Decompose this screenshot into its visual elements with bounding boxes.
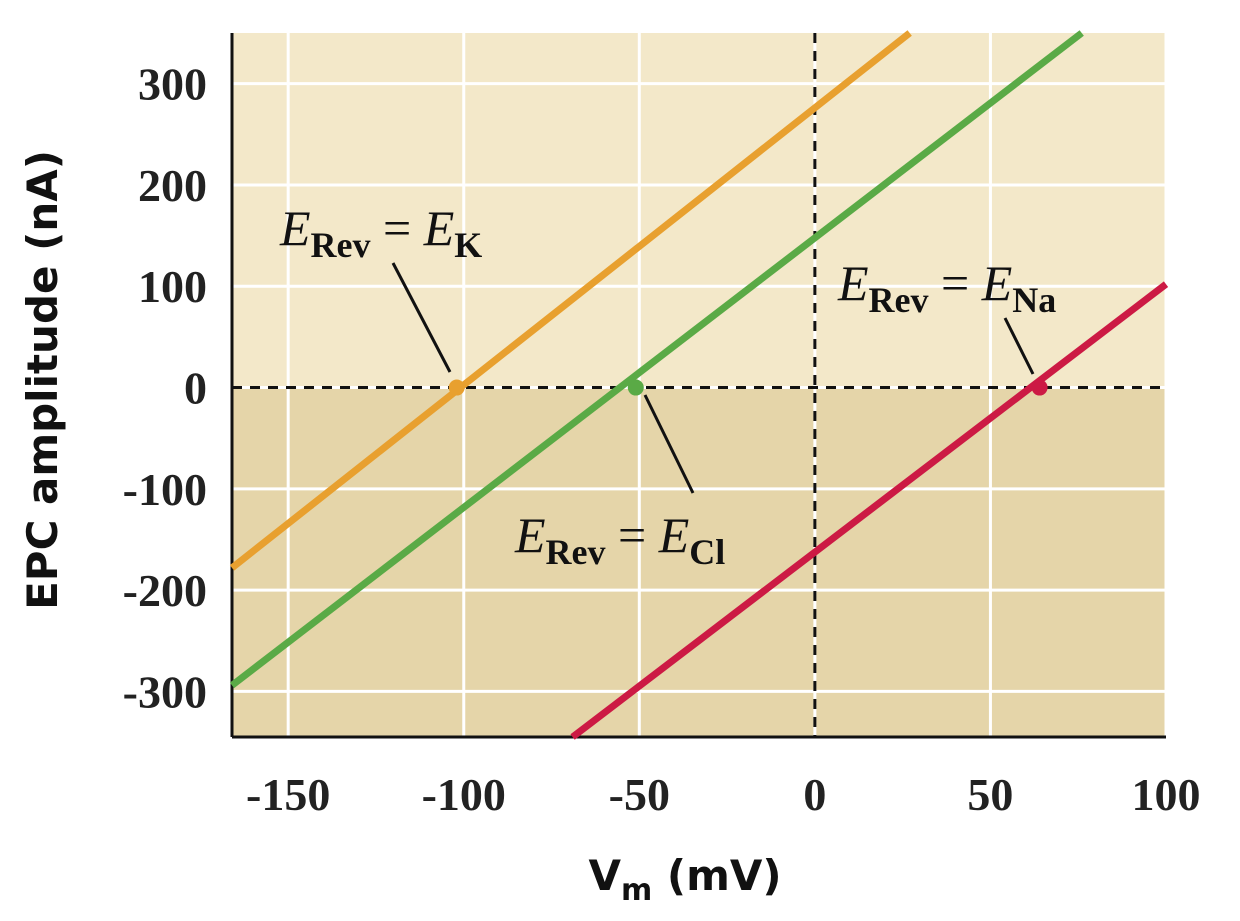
leader-line — [643, 394, 695, 494]
leader-line — [1003, 317, 1035, 375]
y-tick-label: 300 — [138, 59, 207, 110]
x-tick-label: -50 — [609, 769, 670, 820]
data-line — [229, 30, 912, 571]
label-part: = — [606, 507, 659, 563]
annotation: ERev = ENa — [837, 255, 1056, 320]
label-part: Rev — [546, 532, 606, 572]
data-line — [570, 281, 1169, 740]
reversal-point — [448, 379, 465, 396]
label-part: = — [929, 255, 982, 311]
label-part: E — [423, 200, 455, 256]
label-part: V — [588, 851, 621, 900]
reversal-point — [627, 379, 644, 396]
y-tick-label: -200 — [123, 565, 207, 616]
label-part: E — [514, 507, 546, 563]
label-part: E — [981, 255, 1013, 311]
label-part: Rev — [869, 280, 929, 320]
leader-line — [391, 262, 452, 373]
annotation: ERev = ECl — [514, 507, 725, 572]
reversal-point — [1031, 379, 1048, 396]
label-part: E — [837, 255, 869, 311]
data-line — [229, 30, 1084, 689]
x-axis-label: Vm (mV) — [588, 851, 781, 908]
label-part: m — [621, 873, 652, 908]
x-tick-label: 0 — [803, 769, 826, 820]
x-tick-label: 50 — [967, 769, 1013, 820]
x-tick-label: -100 — [422, 769, 506, 820]
label-part: E — [279, 200, 311, 256]
label-part: Na — [1012, 280, 1056, 320]
y-tick-label: -300 — [123, 666, 207, 717]
label-part: (mV) — [652, 851, 781, 900]
label-part: E — [658, 507, 690, 563]
y-tick-label: 100 — [138, 261, 207, 312]
label-part: = — [371, 200, 424, 256]
label-part: Cl — [689, 532, 725, 572]
y-axis-label: EPC amplitude (nA) — [18, 150, 67, 610]
x-tick-label: -150 — [246, 769, 330, 820]
label-part: K — [454, 225, 482, 265]
y-tick-label: 200 — [138, 160, 207, 211]
y-tick-label: 0 — [184, 363, 207, 414]
annotation: ERev = EK — [279, 200, 482, 265]
label-part: Rev — [311, 225, 371, 265]
x-tick-label: 100 — [1132, 769, 1201, 820]
y-tick-label: -100 — [123, 464, 207, 515]
